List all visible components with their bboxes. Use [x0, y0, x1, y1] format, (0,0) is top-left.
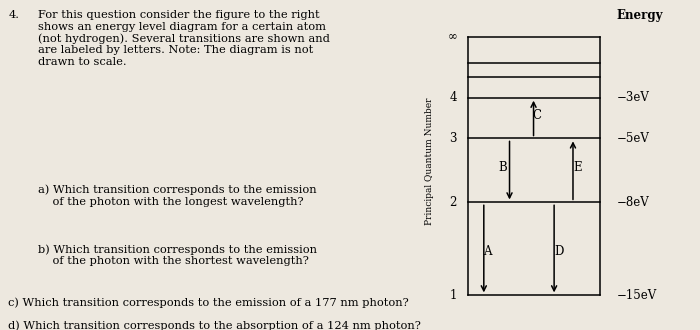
Text: −8eV: −8eV — [617, 196, 650, 209]
Text: c) Which transition corresponds to the emission of a 177 nm photon?: c) Which transition corresponds to the e… — [8, 297, 409, 308]
Text: 4.: 4. — [8, 10, 20, 20]
Text: b) Which transition corresponds to the emission
    of the photon with the short: b) Which transition corresponds to the e… — [38, 244, 318, 266]
Text: For this question consider the figure to the right
shows an energy level diagram: For this question consider the figure to… — [38, 10, 330, 67]
Text: C: C — [533, 109, 542, 122]
Text: 1: 1 — [449, 289, 456, 302]
Text: a) Which transition corresponds to the emission
    of the photon with the longe: a) Which transition corresponds to the e… — [38, 185, 317, 207]
Text: Principal Quantum Number: Principal Quantum Number — [426, 98, 434, 225]
Text: 3: 3 — [449, 132, 456, 145]
Text: ∞: ∞ — [448, 30, 458, 43]
Text: 4: 4 — [449, 91, 456, 104]
Text: A: A — [483, 245, 491, 258]
Text: −15eV: −15eV — [617, 289, 657, 302]
Text: −5eV: −5eV — [617, 132, 650, 145]
Text: d) Which transition corresponds to the absorption of a 124 nm photon?: d) Which transition corresponds to the a… — [8, 320, 421, 330]
Text: Energy: Energy — [617, 9, 663, 22]
Text: 2: 2 — [449, 196, 456, 209]
Text: B: B — [498, 161, 507, 174]
Text: −3eV: −3eV — [617, 91, 650, 104]
Text: D: D — [554, 245, 564, 258]
Text: E: E — [574, 161, 582, 174]
